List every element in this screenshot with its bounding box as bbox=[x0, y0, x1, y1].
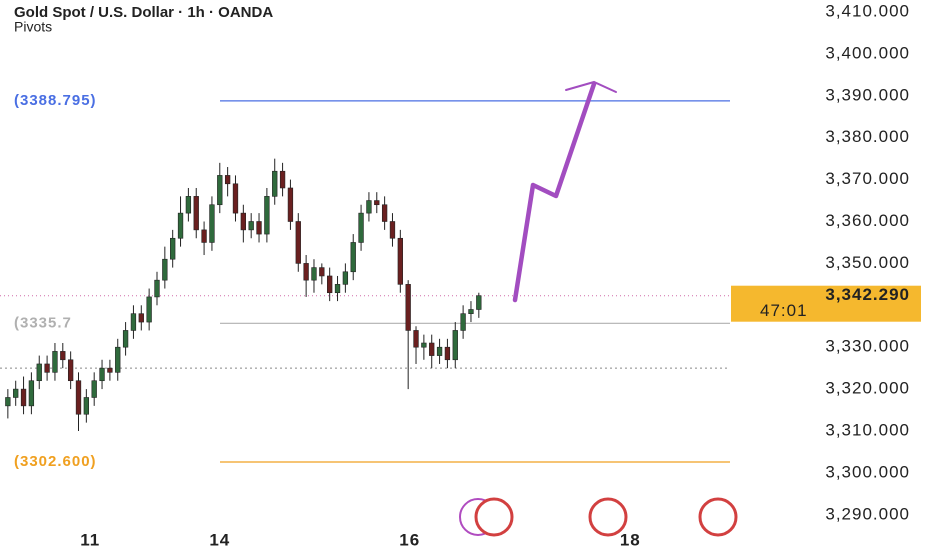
forecast-arrow bbox=[512, 81, 597, 303]
candle-body bbox=[60, 351, 66, 361]
candle-body bbox=[334, 284, 341, 294]
candle-body bbox=[99, 367, 105, 382]
y-tick-label: 3,360.000 bbox=[825, 211, 910, 230]
candle-body bbox=[264, 196, 270, 235]
candle-body bbox=[295, 221, 301, 264]
candle-body bbox=[177, 212, 184, 239]
y-tick-label: 3,310.000 bbox=[825, 420, 910, 439]
candle-body bbox=[413, 330, 419, 348]
candle-body bbox=[201, 229, 207, 243]
pivot-label: (3388.795) bbox=[14, 92, 97, 109]
candle-body bbox=[460, 313, 466, 331]
last-price: 3,342.290 bbox=[825, 285, 910, 304]
candle-body bbox=[52, 351, 58, 373]
chart-title: Gold Spot / U.S. Dollar · 1h · OANDA bbox=[14, 4, 273, 21]
candle-body bbox=[327, 275, 333, 294]
candle-body bbox=[374, 200, 380, 206]
candle-body bbox=[193, 196, 199, 231]
candle-body bbox=[20, 388, 27, 407]
candle-body bbox=[350, 242, 356, 273]
pivot-label: (3302.600) bbox=[14, 453, 97, 470]
candle-body bbox=[381, 204, 388, 222]
candle-body bbox=[342, 271, 349, 285]
candle-body bbox=[28, 380, 35, 407]
candle-body bbox=[303, 263, 309, 281]
y-tick-label: 3,370.000 bbox=[825, 169, 910, 188]
candle-body bbox=[170, 237, 176, 260]
y-tick-label: 3,320.000 bbox=[825, 379, 910, 398]
x-tick-label: 18 bbox=[620, 530, 641, 549]
candle-body bbox=[358, 212, 364, 243]
candle-body bbox=[146, 296, 152, 323]
event-icons bbox=[459, 497, 738, 537]
x-tick-label: 11 bbox=[80, 530, 100, 549]
candle-body bbox=[397, 237, 403, 285]
candle-body bbox=[279, 170, 286, 189]
y-tick-label: 3,400.000 bbox=[825, 43, 910, 62]
candle-body bbox=[185, 196, 192, 214]
candle-body bbox=[107, 367, 113, 373]
candle-body bbox=[75, 380, 82, 415]
candle-body bbox=[115, 346, 121, 373]
candle-body bbox=[138, 313, 144, 323]
countdown: 47:01 bbox=[760, 301, 808, 320]
candle-body bbox=[5, 397, 11, 407]
y-tick-label: 3,330.000 bbox=[825, 337, 910, 356]
candle-body bbox=[366, 200, 372, 214]
candle-body bbox=[436, 346, 443, 356]
candle-body bbox=[44, 363, 50, 373]
event-icon[interactable] bbox=[474, 497, 514, 537]
y-tick-label: 3,410.000 bbox=[825, 1, 910, 20]
candle-body bbox=[224, 175, 231, 185]
candle-body bbox=[468, 309, 474, 314]
price-box bbox=[731, 285, 921, 322]
candle-body bbox=[272, 170, 278, 197]
y-tick-label: 3,290.000 bbox=[825, 504, 910, 523]
candle-body bbox=[256, 221, 262, 235]
candle-body bbox=[319, 267, 325, 277]
candle-body bbox=[248, 221, 254, 231]
event-icon[interactable] bbox=[698, 497, 738, 537]
candle-body bbox=[232, 183, 239, 214]
candle-body bbox=[130, 313, 137, 331]
candle-body bbox=[83, 397, 89, 415]
chart-subtitle: Pivots bbox=[14, 19, 52, 35]
candle-body bbox=[217, 175, 223, 206]
arrow-head bbox=[565, 80, 617, 93]
candle-body bbox=[122, 330, 129, 348]
candle-body bbox=[429, 342, 435, 356]
pivot-label: (3335.7 bbox=[14, 314, 72, 331]
candle-body bbox=[36, 363, 42, 382]
candle-body bbox=[287, 187, 294, 222]
candle-body bbox=[405, 284, 411, 331]
candle-body bbox=[444, 346, 451, 361]
candle-body bbox=[209, 204, 215, 243]
candle-body bbox=[67, 359, 74, 382]
y-tick-label: 3,390.000 bbox=[825, 85, 910, 104]
y-tick-label: 3,350.000 bbox=[825, 253, 910, 272]
candle-body bbox=[389, 221, 396, 239]
candle-body bbox=[13, 388, 19, 398]
candle-body bbox=[476, 295, 482, 310]
candle-body bbox=[452, 330, 458, 361]
candle-body bbox=[91, 380, 97, 398]
y-tick-label: 3,380.000 bbox=[825, 127, 910, 146]
candle-body bbox=[162, 258, 168, 281]
candle-body bbox=[421, 342, 427, 348]
candle-body bbox=[311, 267, 317, 281]
event-icon[interactable] bbox=[588, 497, 628, 537]
y-tick-label: 3,300.000 bbox=[825, 462, 910, 481]
x-tick-label: 16 bbox=[399, 530, 420, 549]
candle-body bbox=[240, 212, 246, 231]
candle-body bbox=[154, 279, 160, 298]
x-tick-label: 14 bbox=[209, 530, 230, 549]
